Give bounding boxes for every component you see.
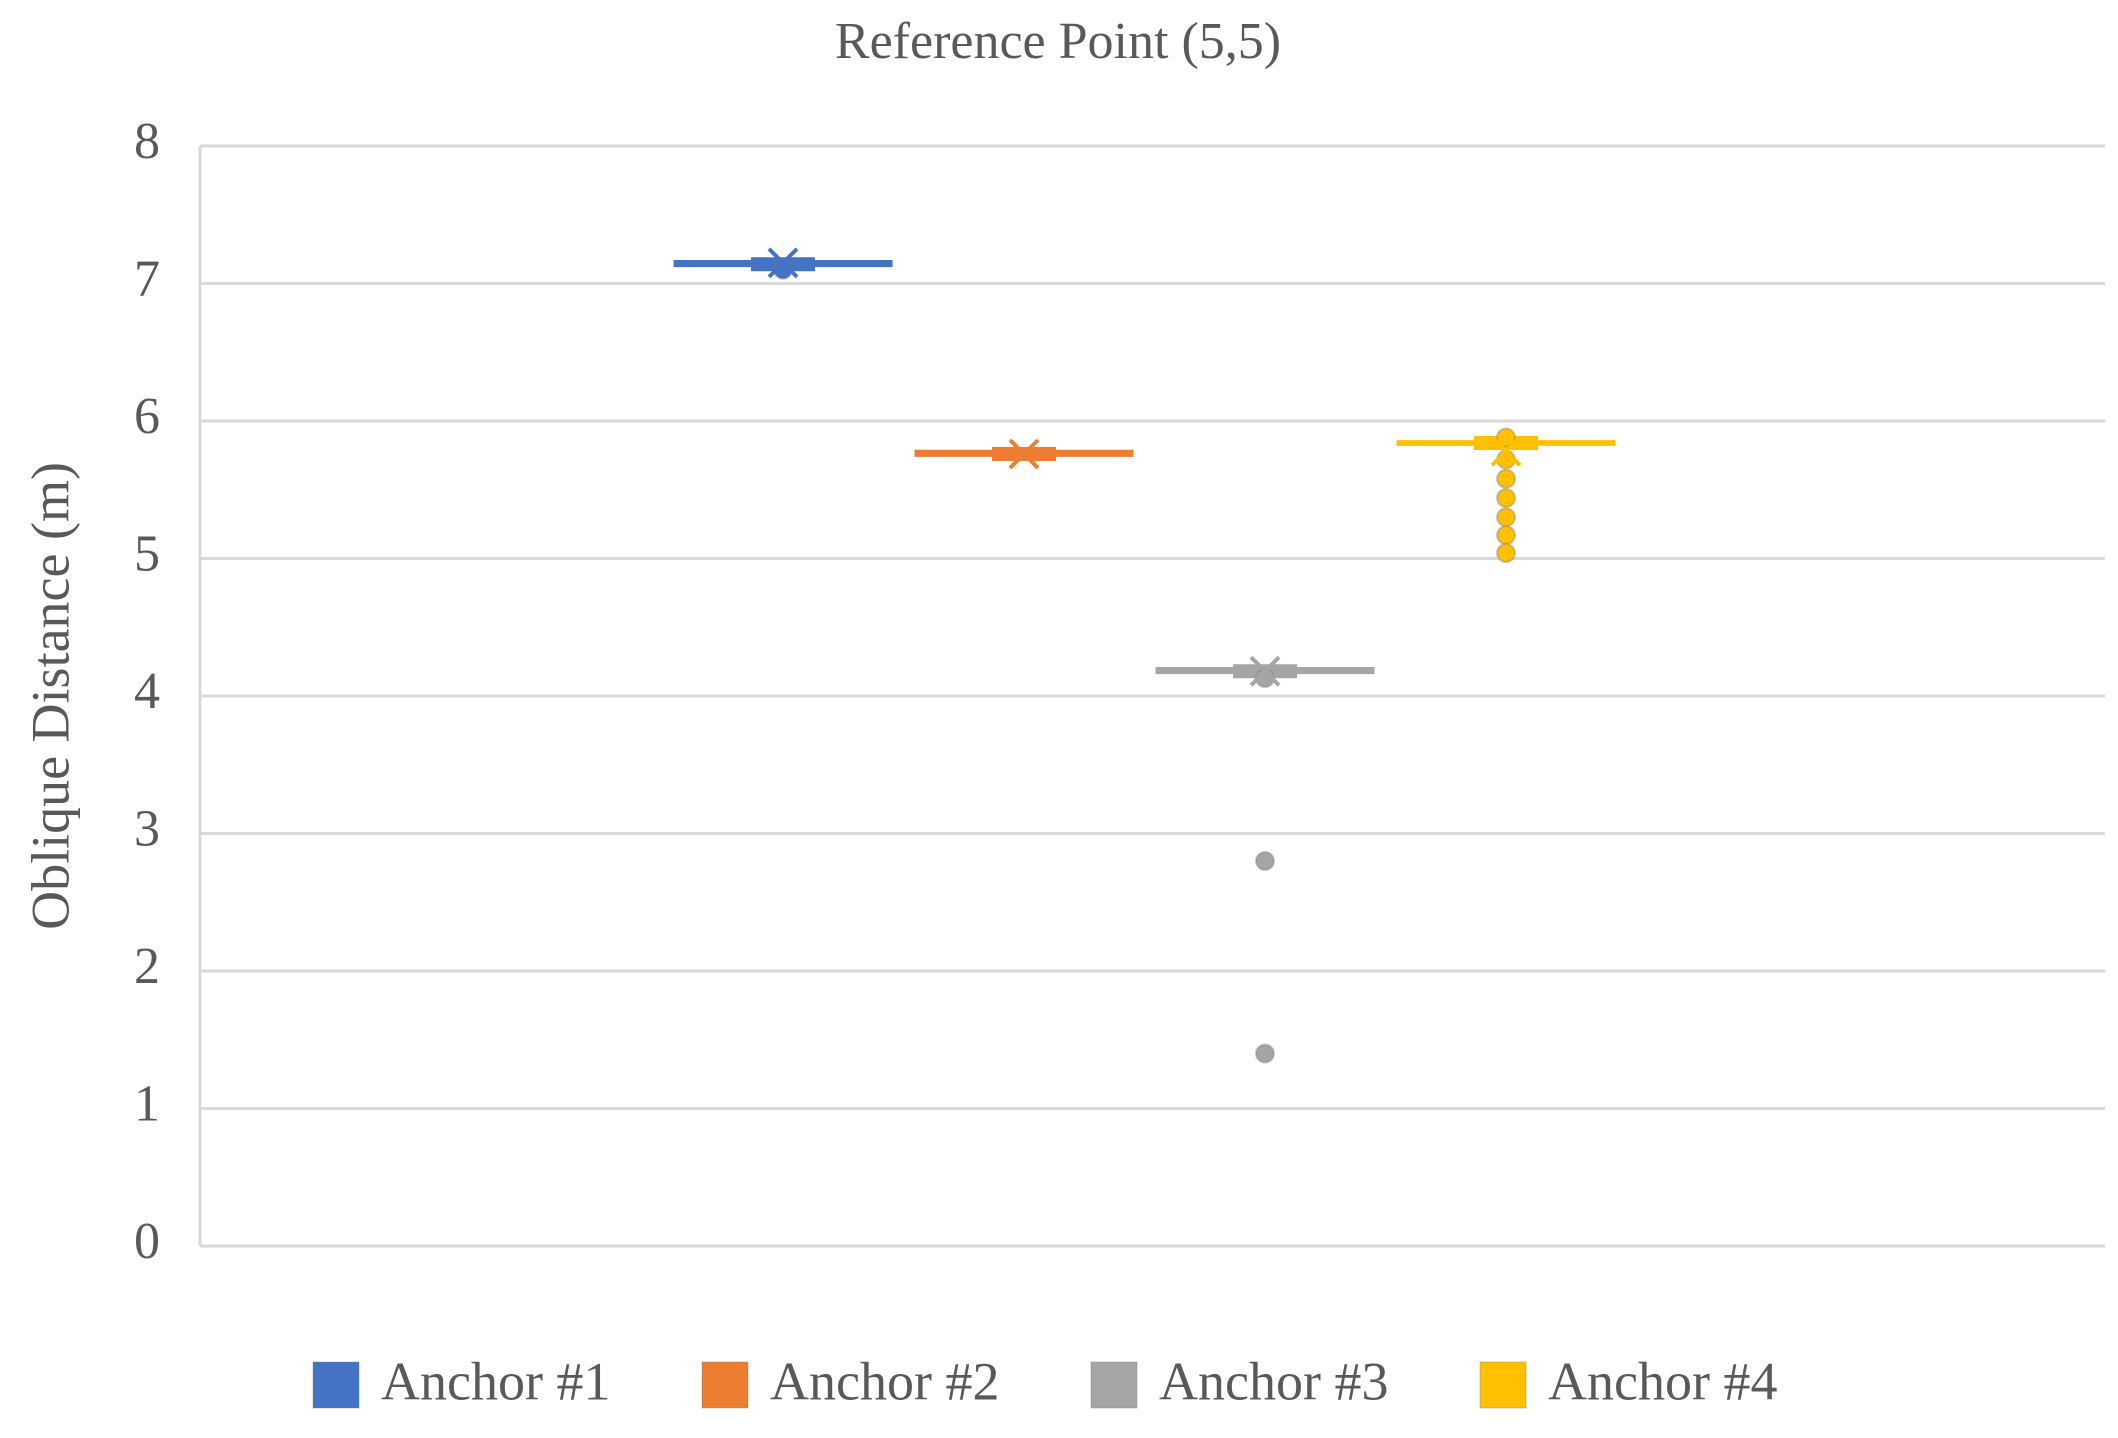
outlier — [1496, 488, 1516, 508]
outlier — [1255, 851, 1275, 871]
y-tick-label: 2 — [134, 938, 160, 995]
outlier — [1496, 525, 1516, 546]
legend-swatch — [701, 1361, 749, 1409]
legend-swatch — [1090, 1361, 1138, 1409]
legend-label: Anchor #3 — [1159, 1351, 1388, 1411]
legend-label: Anchor #4 — [1548, 1351, 1777, 1411]
mean-marker — [1249, 655, 1281, 687]
y-tick-label: 5 — [134, 525, 160, 582]
legend-swatch — [1479, 1361, 1527, 1409]
y-tick-label: 1 — [134, 1075, 160, 1132]
mean-marker — [767, 247, 799, 279]
outlier — [1496, 427, 1516, 448]
outlier — [1255, 1043, 1275, 1064]
y-tick-label: 8 — [134, 113, 160, 170]
legend-label: Anchor #1 — [381, 1351, 610, 1411]
y-tick-label: 3 — [134, 800, 160, 857]
y-tick-label: 0 — [134, 1213, 160, 1270]
y-tick-label: 6 — [134, 388, 160, 445]
legend-swatch — [312, 1361, 360, 1409]
chart-title: Reference Point (5,5) — [835, 13, 1281, 70]
y-axis-label: Oblique Distance (m) — [20, 462, 80, 930]
y-tick-label: 4 — [134, 663, 160, 720]
outlier — [1496, 507, 1516, 528]
outlier — [1496, 468, 1516, 489]
outlier — [1496, 543, 1516, 563]
legend-label: Anchor #2 — [770, 1351, 999, 1411]
y-tick-label: 7 — [134, 250, 160, 307]
mean-marker — [1008, 438, 1040, 470]
mean-marker — [1490, 435, 1522, 467]
